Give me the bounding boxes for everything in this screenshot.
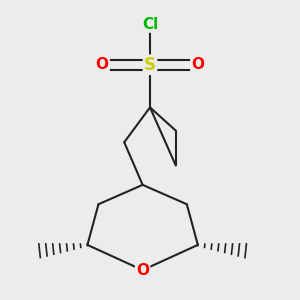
Text: Cl: Cl: [142, 16, 158, 32]
Text: O: O: [191, 57, 204, 72]
Text: O: O: [96, 57, 109, 72]
Text: S: S: [144, 56, 156, 74]
Text: O: O: [136, 262, 149, 278]
